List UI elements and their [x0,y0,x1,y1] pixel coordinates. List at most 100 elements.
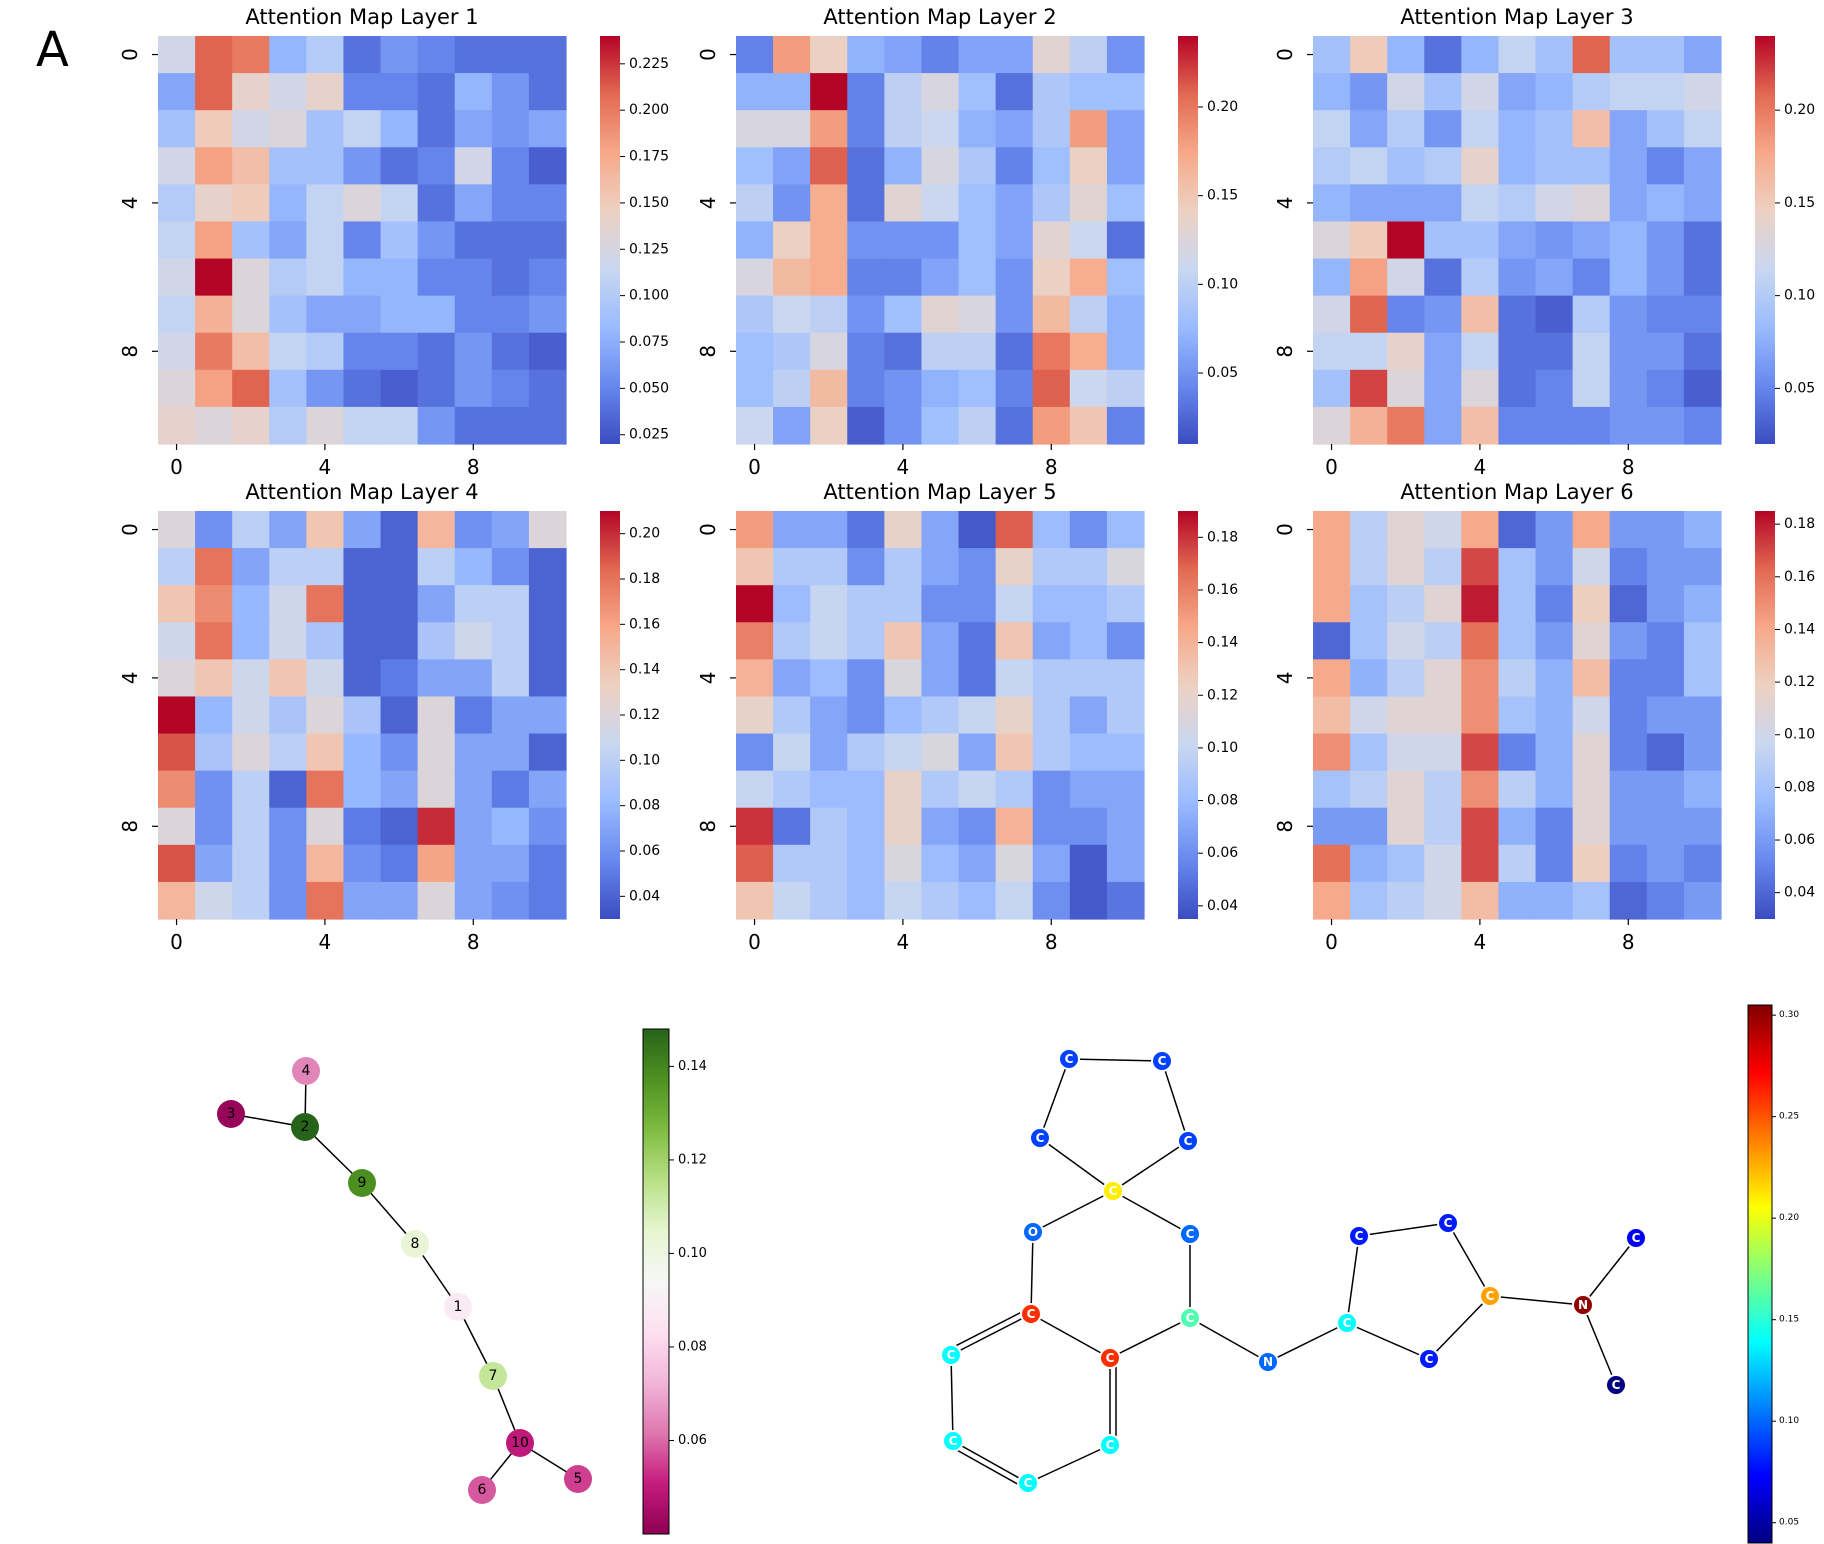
heatmap-cell [1572,622,1611,660]
heatmap-cell [454,221,493,260]
heatmap-layer-1: Attention Map Layer 1 0 4 8 0 4 8 0.025 0.050 0.0… [118,5,669,479]
heatmap-cell [1646,622,1685,660]
heatmap-cell [884,696,923,735]
heatmap-cell [158,406,196,445]
heatmap-cell [1535,622,1574,660]
heatmap-cell [528,585,567,623]
heatmap-cell [736,110,774,148]
heatmap-cell [306,110,345,148]
heatmap-cell [1572,332,1611,371]
heatmap-layer-3: Attention Map Layer 3 0 4 8 0 4 8 0.05 0.10 0.15 0… [1273,5,1815,479]
heatmap-cell [1683,807,1722,846]
heatmap-cell [1609,844,1648,883]
heatmap-cell [1106,622,1145,660]
heatmap-cell [1535,881,1574,920]
graph-node-label: 10 [511,1435,529,1451]
heatmap-cell [1572,221,1611,260]
colorbar-tick-label: 0.08 [678,1339,707,1354]
heatmap-cell [847,332,885,371]
colorbar-tick-label: 0.06 [629,843,660,859]
x-tick-label: 4 [1474,455,1487,479]
heatmap-cell [195,369,233,408]
heatmap-cell [158,548,196,586]
colorbar-tick-label: 0.16 [1784,569,1815,585]
heatmap-cell [491,659,530,698]
heatmap-cell [1424,36,1462,74]
heatmap-cell [454,733,493,772]
heatmap-cell [736,369,774,408]
graph-node-label: 4 [302,1063,311,1079]
heatmap-cell [195,511,233,549]
colorbar [1178,511,1198,919]
heatmap-cell [847,73,885,111]
heatmap-cell [736,696,774,735]
x-tick-label: 8 [1622,930,1635,954]
heatmap-cell [1461,110,1500,148]
heatmap-cell [232,511,270,549]
heatmap-cell [847,622,885,660]
heatmap-cell [884,221,923,260]
heatmap-cell [417,844,456,883]
x-tick-label: 4 [319,930,332,954]
colorbar-tick-label: 0.06 [1207,845,1238,861]
y-tick-label: 0 [696,48,720,61]
heatmap-cell [380,622,419,660]
heatmap-cell [1461,369,1500,408]
heatmap-cell [232,659,270,698]
heatmap-cell [1609,659,1648,698]
bond [1346,1322,1430,1360]
atom [1336,1312,1358,1334]
heatmap-cell [195,295,233,334]
heatmap-cell [343,258,382,297]
heatmap-cell [491,406,530,445]
heatmap-cell [1424,511,1462,549]
heatmap-cell [491,258,530,297]
heatmap-cell [195,881,233,920]
heatmap-cell [1032,110,1071,148]
heatmap-cell [995,585,1034,623]
heatmap-cell [1313,110,1351,148]
heatmap-cell [1609,881,1648,920]
heatmap-cell [528,184,567,223]
heatmap-cell [232,369,270,408]
heatmap-cell [810,369,848,408]
heatmap-cell [380,221,419,260]
heatmap-cell [1646,73,1685,111]
heatmap-cell [1387,258,1425,297]
heatmap-cell [995,221,1034,260]
heatmap-cell [810,147,848,185]
heatmap-cell [1069,221,1108,260]
atom-label: C [1106,1438,1115,1452]
heatmap-cell [232,221,270,260]
y-tick-label: 8 [1273,820,1297,833]
heatmap-cell [1461,770,1500,809]
heatmap-cell [306,221,345,260]
atom [1177,1130,1199,1152]
heatmap-cell [1350,184,1388,223]
heatmap-cell [884,36,923,74]
atom [1029,1127,1051,1149]
heatmap-cell [1069,733,1108,772]
heatmap-cell [232,770,270,809]
heatmap-cell [1609,295,1648,334]
heatmap-cell [306,406,345,445]
heatmap-cell [1646,770,1685,809]
graph-node [444,1293,472,1321]
heatmap-cell [1609,369,1648,408]
heatmap-cell [1069,659,1108,698]
heatmap-cell [232,258,270,297]
heatmap-cell [810,511,848,549]
heatmap-cell [306,733,345,772]
heatmap-cell [1387,147,1425,185]
heatmap-cell [847,184,885,223]
heatmap-cell [195,147,233,185]
heatmap-cell [269,548,307,586]
heatmap-cell [491,147,530,185]
heatmap-cell [1350,369,1388,408]
heatmap-cell [232,147,270,185]
heatmap-cell [1683,733,1722,772]
heatmap-cell [921,733,960,772]
heatmap-cell [343,659,382,698]
heatmap-cell [1387,332,1425,371]
bond [1039,1058,1070,1139]
